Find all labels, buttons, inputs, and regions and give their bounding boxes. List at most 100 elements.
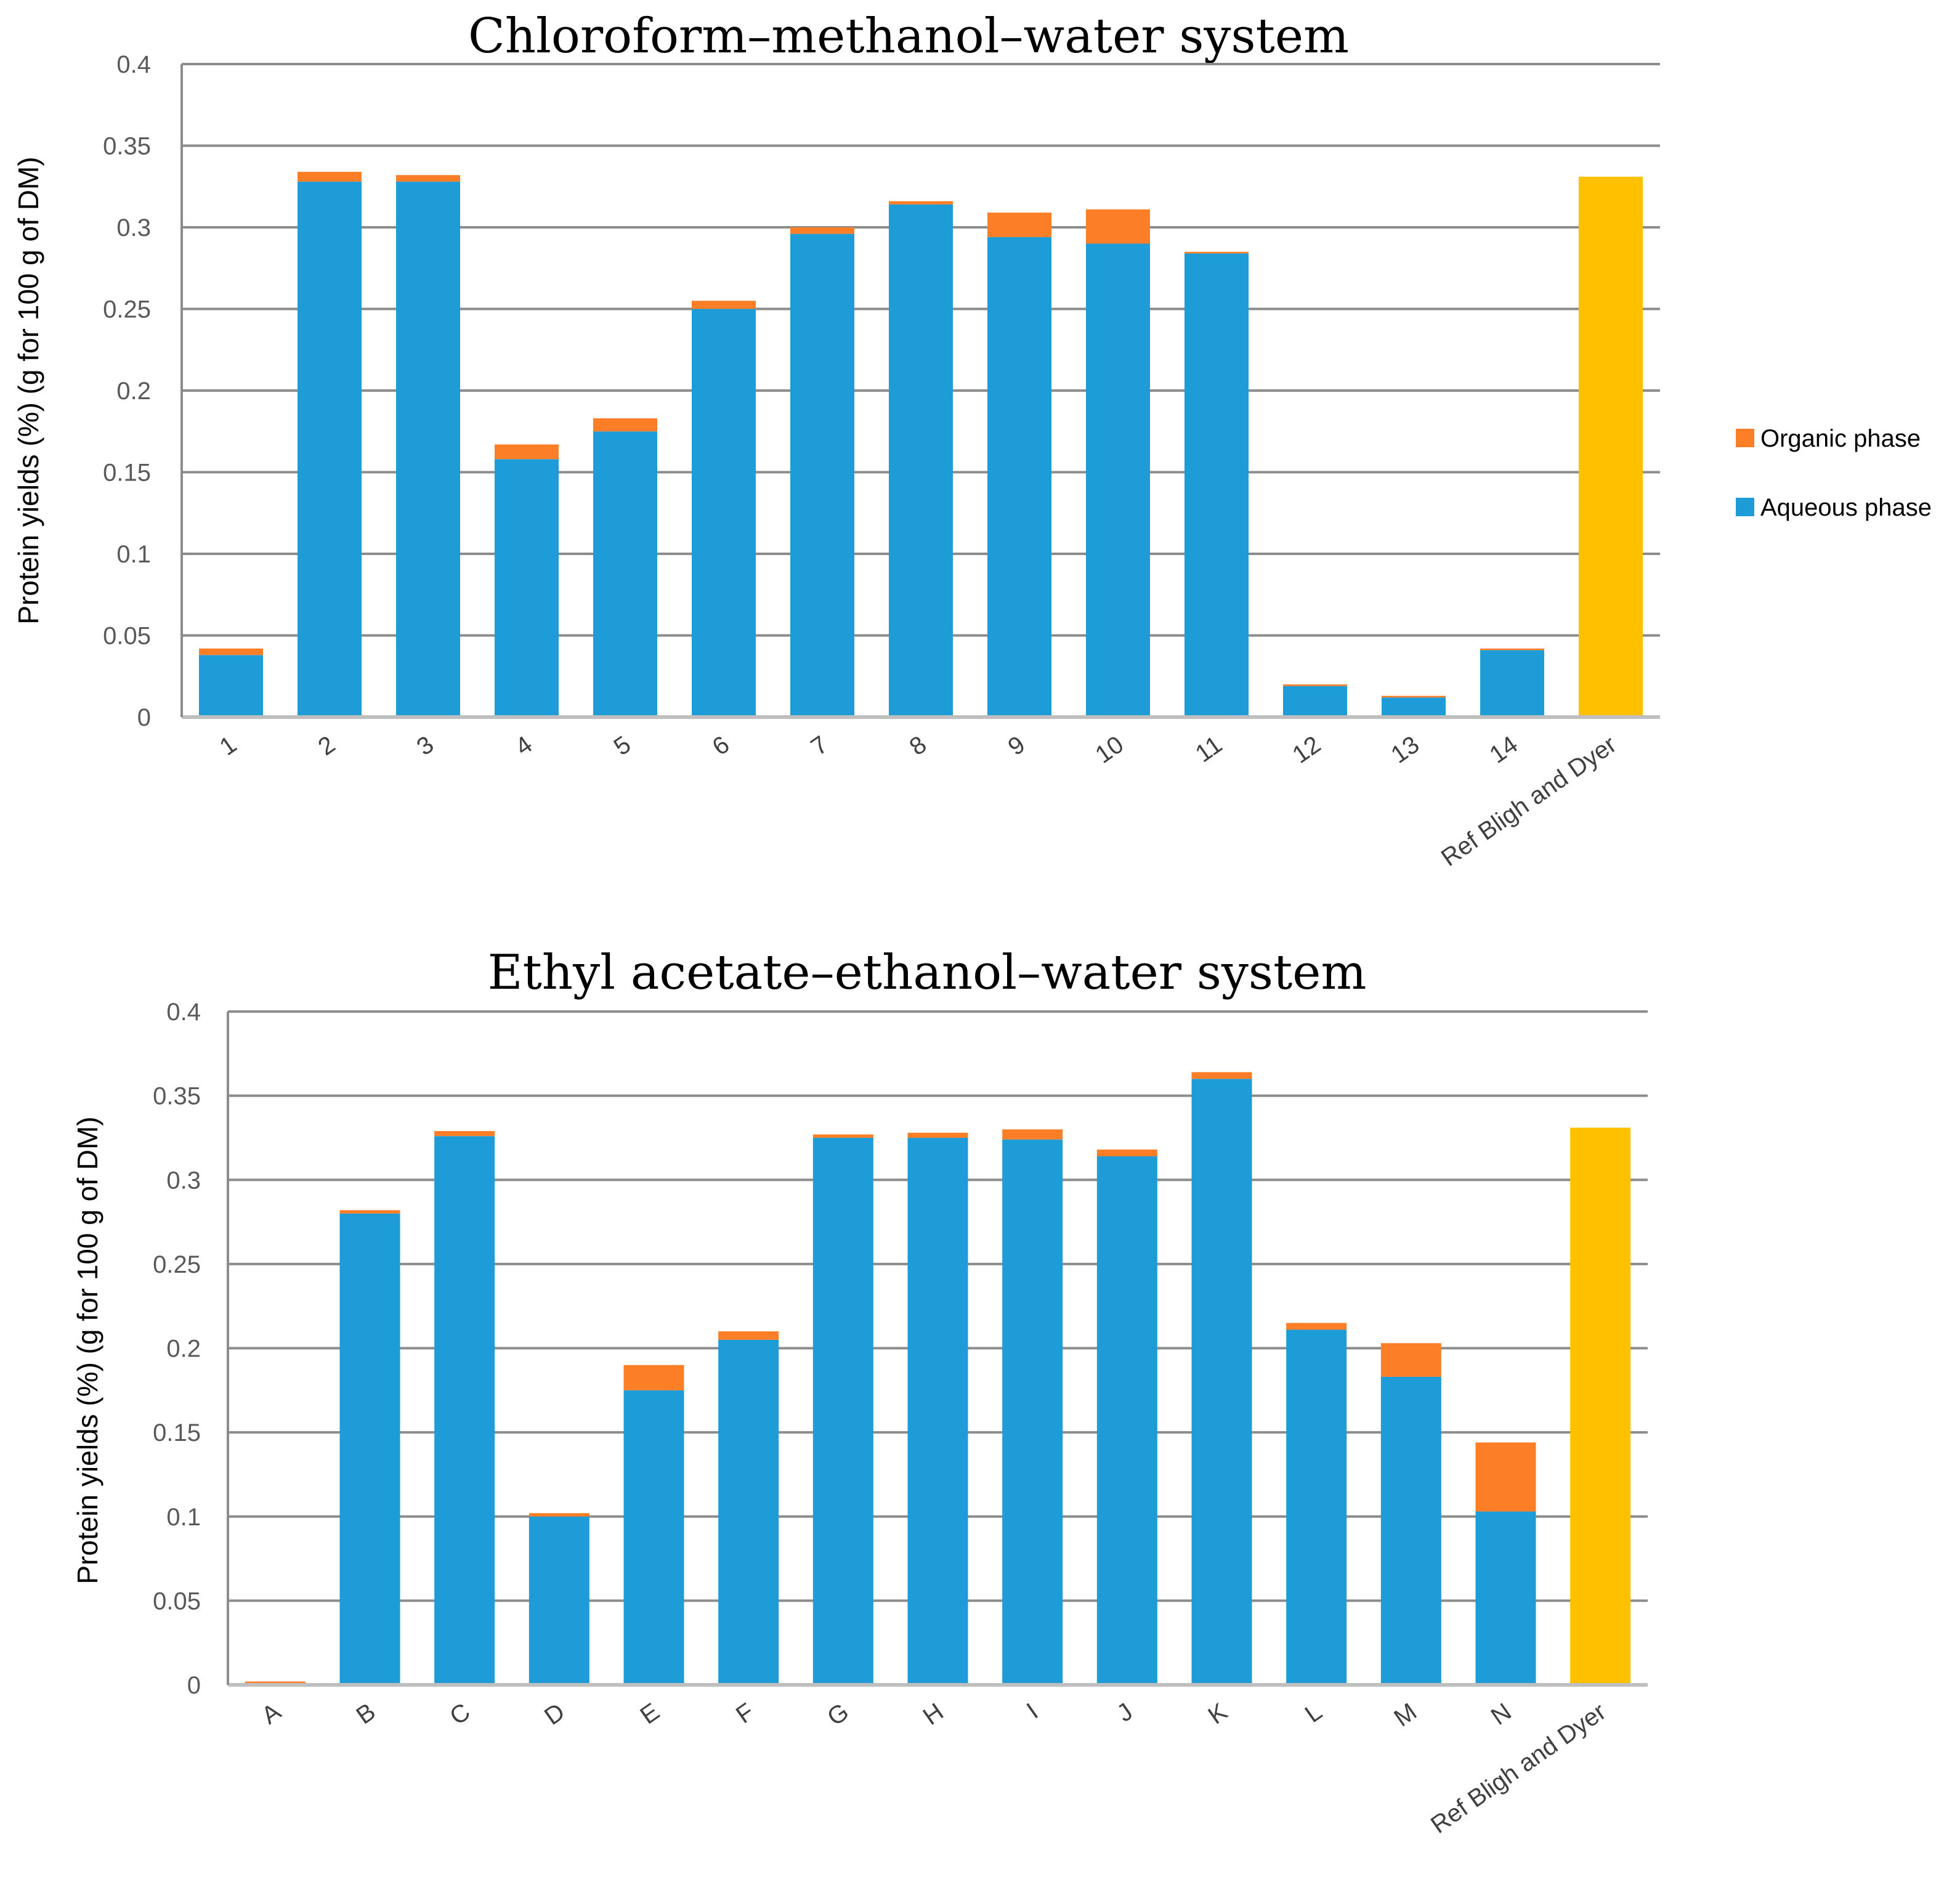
bar-organic <box>987 213 1051 237</box>
x-tick-label: 9 <box>1003 731 1030 761</box>
bar-aqueous <box>889 204 953 717</box>
x-tick-label: D <box>540 1698 570 1730</box>
y-tick-label: 0.2 <box>116 378 151 405</box>
x-tick-label: A <box>257 1698 286 1730</box>
chart-chloroform-methanol-water: Chloroform–methanol–water system Protein … <box>12 9 1660 872</box>
bar-organic <box>907 1132 968 1138</box>
x-tick-label: 13 <box>1386 731 1424 769</box>
bar-organic <box>1283 684 1347 686</box>
bar-aqueous <box>718 1339 779 1685</box>
bar-organic <box>1185 251 1249 254</box>
y-tick-label: 0 <box>137 704 151 731</box>
x-tick-label: 14 <box>1484 731 1523 769</box>
x-tick-label: N <box>1486 1698 1517 1730</box>
x-tick-label: H <box>918 1698 949 1730</box>
y-tick-label: 0.1 <box>166 1504 201 1531</box>
bar-organic <box>623 1365 684 1390</box>
legend: Organic phase Aqueous phase <box>1736 425 1932 521</box>
bar-aqueous <box>593 431 657 717</box>
x-tick-label: M <box>1389 1698 1422 1732</box>
chart-title: Chloroform–methanol–water system <box>468 9 1349 64</box>
y-tick-label: 0.35 <box>153 1083 201 1110</box>
y-tick-label: 0.4 <box>116 51 151 78</box>
bar-organic <box>790 227 854 234</box>
bar-aqueous <box>1475 1511 1536 1685</box>
bar-aqueous <box>339 1213 400 1685</box>
bar-organic <box>199 648 263 655</box>
y-tick-label: 0.35 <box>103 133 151 160</box>
x-tick-label: G <box>822 1698 854 1731</box>
y-axis-label: Protein yields (%) (g for 100 g of DM) <box>71 1116 103 1584</box>
x-tick-label: B <box>352 1698 381 1729</box>
legend-swatch-aqueous <box>1736 498 1754 516</box>
x-tick-label: I <box>1022 1698 1043 1724</box>
x-tick-label: 8 <box>905 731 931 761</box>
chart-ethyl-acetate-ethanol-water: Ethyl acetate–ethanol–water system Protei… <box>71 945 1648 1839</box>
bar-organic <box>692 301 756 309</box>
bar-aqueous <box>434 1136 495 1685</box>
x-tick-label: C <box>445 1698 475 1730</box>
x-tick-label: E <box>636 1698 665 1729</box>
bar-aqueous <box>1191 1079 1252 1685</box>
y-tick-label: 0.3 <box>166 1167 201 1194</box>
bar-aqueous <box>812 1137 873 1685</box>
bar-aqueous <box>528 1516 589 1685</box>
x-tick-label: 10 <box>1090 731 1128 769</box>
bar-aqueous <box>1185 253 1249 717</box>
y-axis-label: Protein yields (%) (g for 100 g of DM) <box>12 156 44 624</box>
x-tick-label: 7 <box>806 731 833 761</box>
y-tick-label: 0.15 <box>103 460 151 487</box>
y-tick-label: 0.25 <box>103 296 151 323</box>
bar-organic <box>1086 209 1150 244</box>
bar-organic <box>593 418 657 432</box>
x-tick-label: K <box>1204 1698 1233 1730</box>
x-tick-label: 2 <box>314 731 340 761</box>
bar-aqueous <box>298 181 362 717</box>
x-tick-label: 3 <box>412 731 439 761</box>
bar-organic <box>495 444 559 460</box>
y-tick-label: 0.05 <box>103 623 151 650</box>
x-tick-label: Ref Bligh and Dyer <box>1436 731 1621 872</box>
x-tick-label: L <box>1300 1698 1327 1728</box>
bar-reference <box>1570 1127 1631 1685</box>
chart-title: Ethyl acetate–ethanol–water system <box>488 945 1367 1000</box>
bar-organic <box>812 1134 873 1138</box>
bar-organic <box>1286 1323 1347 1330</box>
x-tick-label: 11 <box>1191 731 1227 768</box>
bar-organic <box>1002 1129 1063 1140</box>
bar-aqueous <box>1002 1139 1063 1685</box>
bar-organic <box>1191 1072 1252 1079</box>
bar-aqueous <box>1086 243 1150 717</box>
bar-organic <box>889 201 953 205</box>
bar-aqueous <box>1380 1376 1441 1685</box>
bar-organic <box>339 1210 400 1214</box>
bar-aqueous <box>1096 1156 1157 1685</box>
bar-aqueous <box>1283 686 1347 717</box>
bar-aqueous <box>1286 1329 1347 1685</box>
bar-organic <box>1096 1150 1157 1156</box>
bar-aqueous <box>199 655 263 717</box>
x-tick-label: 6 <box>708 731 734 761</box>
bar-organic <box>1480 648 1544 651</box>
bar-organic <box>1475 1442 1536 1512</box>
y-tick-label: 0.4 <box>166 999 201 1026</box>
x-tick-label: 5 <box>609 731 636 761</box>
x-tick-label: 4 <box>511 731 537 761</box>
bar-aqueous <box>1480 650 1544 717</box>
legend-label-organic: Organic phase <box>1760 425 1921 452</box>
bar-aqueous <box>692 309 756 717</box>
bar-aqueous <box>396 181 460 717</box>
x-tick-label: 12 <box>1287 731 1326 769</box>
y-tick-label: 0.1 <box>116 541 151 568</box>
bar-organic <box>434 1131 495 1137</box>
legend-label-aqueous: Aqueous phase <box>1760 494 1932 521</box>
bar-organic <box>396 175 460 182</box>
y-tick-label: 0 <box>187 1672 201 1699</box>
bar-organic <box>1382 696 1446 698</box>
bar-aqueous <box>1382 697 1446 717</box>
bar-aqueous <box>907 1137 968 1685</box>
bar-organic <box>1380 1343 1441 1377</box>
bar-aqueous <box>623 1390 684 1685</box>
bar-aqueous <box>495 459 559 717</box>
